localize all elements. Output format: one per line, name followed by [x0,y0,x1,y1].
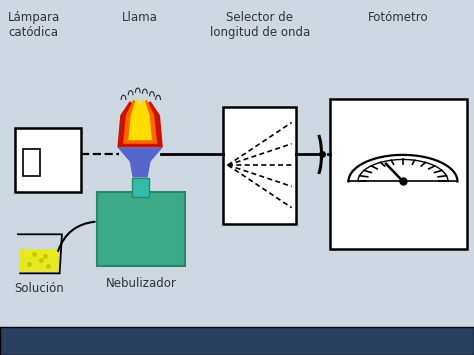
Text: Selector de
longitud de onda: Selector de longitud de onda [210,11,310,39]
Polygon shape [128,98,152,140]
FancyBboxPatch shape [132,178,149,197]
Polygon shape [118,147,163,178]
Text: Nebulizador: Nebulizador [106,277,177,290]
FancyBboxPatch shape [98,192,185,266]
Polygon shape [123,99,157,144]
FancyBboxPatch shape [329,99,467,248]
Text: Lámpara
catódica: Lámpara catódica [8,11,60,39]
Polygon shape [19,249,60,272]
Text: Fotómetro: Fotómetro [368,11,428,24]
Text: Solución: Solución [15,282,64,295]
Text: Llama: Llama [122,11,158,24]
FancyBboxPatch shape [0,327,474,355]
FancyBboxPatch shape [23,149,40,176]
FancyBboxPatch shape [223,106,296,224]
Polygon shape [118,101,163,147]
FancyBboxPatch shape [15,128,81,192]
